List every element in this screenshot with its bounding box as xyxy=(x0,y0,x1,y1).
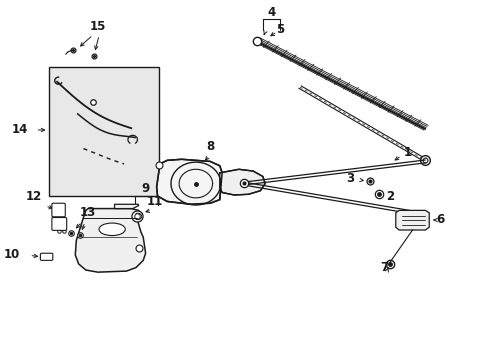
Polygon shape xyxy=(114,204,138,208)
Text: 3: 3 xyxy=(346,172,354,185)
FancyBboxPatch shape xyxy=(52,217,66,230)
Text: 12: 12 xyxy=(25,190,42,203)
Text: 1: 1 xyxy=(403,146,411,159)
FancyBboxPatch shape xyxy=(41,253,53,260)
Text: 15: 15 xyxy=(89,20,106,33)
Text: 6: 6 xyxy=(435,213,443,226)
Text: 11: 11 xyxy=(147,195,163,208)
Polygon shape xyxy=(156,159,222,204)
Text: 9: 9 xyxy=(141,182,149,195)
Bar xyxy=(48,67,158,196)
Ellipse shape xyxy=(99,223,125,235)
FancyBboxPatch shape xyxy=(52,203,65,217)
Text: 10: 10 xyxy=(3,248,20,261)
Text: 5: 5 xyxy=(276,23,284,36)
Polygon shape xyxy=(395,210,428,230)
Text: 2: 2 xyxy=(386,190,393,203)
Polygon shape xyxy=(219,169,264,195)
Polygon shape xyxy=(75,208,145,272)
Text: 14: 14 xyxy=(12,123,28,136)
Text: 4: 4 xyxy=(267,5,275,18)
Text: 7: 7 xyxy=(379,261,387,274)
Text: 8: 8 xyxy=(205,140,214,153)
Text: 13: 13 xyxy=(80,206,96,219)
